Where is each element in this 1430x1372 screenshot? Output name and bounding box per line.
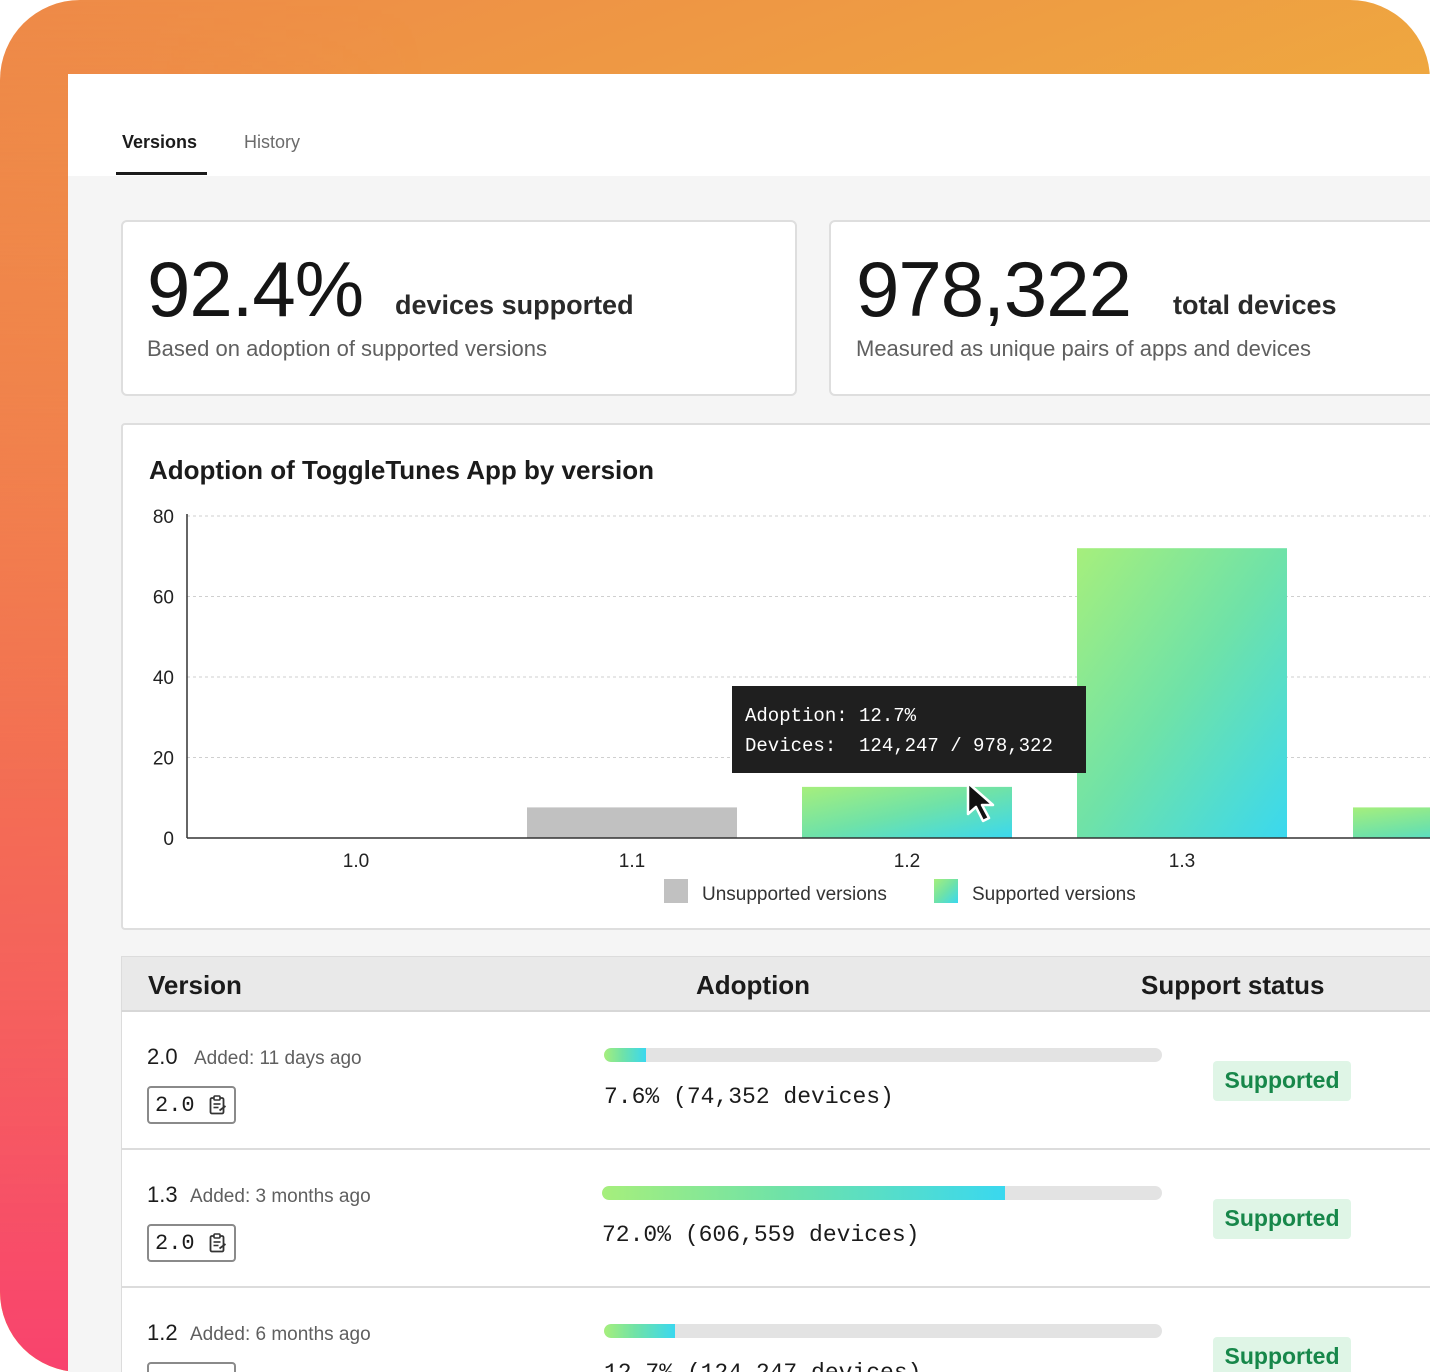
- bar-1.1: [527, 807, 737, 838]
- supported-percent: 92.4%: [147, 245, 364, 333]
- row-version: 1.3: [147, 1182, 178, 1207]
- version-chip[interactable]: [147, 1362, 236, 1372]
- version-chip-label: 2.0: [155, 1231, 195, 1256]
- tooltip-devices: Devices: 124,247 / 978,322: [745, 735, 1053, 757]
- table-header: Version Adoption Support status: [121, 956, 1430, 1012]
- adoption-text: 12.7% (124,247 devices): [604, 1360, 921, 1372]
- tab-bar: Versions History: [68, 74, 1430, 176]
- adoption-bar: [604, 1048, 1162, 1062]
- app-window: Versions History 92.4% devices supported…: [68, 74, 1430, 1372]
- x-tick-label: 1.0: [343, 851, 369, 872]
- supported-subtitle: Based on adoption of supported versions: [147, 336, 547, 361]
- cursor-arrow-icon: [966, 781, 995, 823]
- active-tab-indicator: [116, 172, 207, 175]
- tab-history[interactable]: History: [244, 132, 301, 152]
- status-badge: Supported: [1213, 1199, 1351, 1239]
- adoption-bar-fill: [602, 1186, 1006, 1200]
- x-tick-label: 1.3: [1169, 851, 1195, 872]
- y-tick-label: 40: [153, 668, 174, 689]
- adoption-bar: [604, 1324, 1162, 1338]
- adoption-text: 72.0% (606,559 devices): [602, 1222, 920, 1248]
- header-adoption: Adoption: [696, 970, 811, 1000]
- table-row[interactable]: 1.3 Added: 3 months ago 2.0 72.0% (606,5…: [121, 1150, 1430, 1288]
- chart-title: Adoption of ToggleTunes App by version: [149, 455, 655, 485]
- version-chip-label: 2.0: [155, 1093, 195, 1118]
- row-added: Added: 6 months ago: [190, 1324, 371, 1345]
- header-version: Version: [148, 970, 242, 1000]
- supported-unit: devices supported: [395, 290, 634, 320]
- y-tick-label: 0: [163, 829, 174, 850]
- bar-1.3: [1077, 548, 1287, 838]
- row-version: 2.0: [147, 1044, 178, 1069]
- chart-tooltip: Adoption: 12.7% Devices: 124,247 / 978,3…: [732, 686, 1086, 773]
- clipboard-icon[interactable]: [209, 1095, 227, 1115]
- total-subtitle: Measured as unique pairs of apps and dev…: [856, 336, 1311, 361]
- table-row[interactable]: 2.0 Added: 11 days ago 2.0 7.6% (74,352 …: [121, 1012, 1430, 1150]
- row-added: Added: 11 days ago: [194, 1048, 362, 1069]
- y-tick-label: 20: [153, 749, 174, 770]
- adoption-bar: [602, 1186, 1162, 1200]
- row-version: 1.2: [147, 1320, 178, 1345]
- adoption-bar-chart: 0 20 40 60 80 1.0 1.1 1.2 1.3 Unsupported versio…: [153, 507, 1430, 905]
- adoption-text: 7.6% (74,352 devices): [604, 1084, 894, 1110]
- table-row[interactable]: 1.2 Added: 6 months ago 12.7% (124,247 d…: [121, 1288, 1430, 1372]
- stat-card-total: 978,322 total devices Measured as unique…: [829, 220, 1430, 396]
- x-tick-label: 1.1: [619, 851, 645, 872]
- tooltip-adoption: Adoption: 12.7%: [745, 705, 917, 727]
- y-tick-label: 80: [153, 507, 174, 528]
- clipboard-icon[interactable]: [209, 1233, 227, 1253]
- tab-versions[interactable]: Versions: [122, 132, 198, 152]
- status-badge: Supported: [1213, 1061, 1351, 1101]
- legend-label-unsupported: Unsupported versions: [702, 884, 887, 905]
- total-unit: total devices: [1173, 290, 1337, 320]
- legend-label-supported: Supported versions: [972, 884, 1136, 905]
- adoption-bar-fill: [604, 1324, 675, 1338]
- legend-swatch-supported: [934, 879, 958, 903]
- total-devices: 978,322: [856, 245, 1132, 333]
- x-tick-label: 1.2: [894, 851, 920, 872]
- legend-swatch-unsupported: [664, 879, 688, 903]
- version-chip[interactable]: 2.0: [147, 1224, 236, 1262]
- status-badge: Supported: [1213, 1337, 1351, 1372]
- header-support-status: Support status: [1141, 970, 1325, 1000]
- y-tick-label: 60: [153, 588, 174, 609]
- stat-card-supported: 92.4% devices supported Based on adoptio…: [121, 220, 797, 396]
- version-chip[interactable]: 2.0: [147, 1086, 236, 1124]
- adoption-bar-fill: [604, 1048, 647, 1062]
- row-added: Added: 3 months ago: [190, 1186, 371, 1207]
- bar-2.0: [1353, 807, 1430, 838]
